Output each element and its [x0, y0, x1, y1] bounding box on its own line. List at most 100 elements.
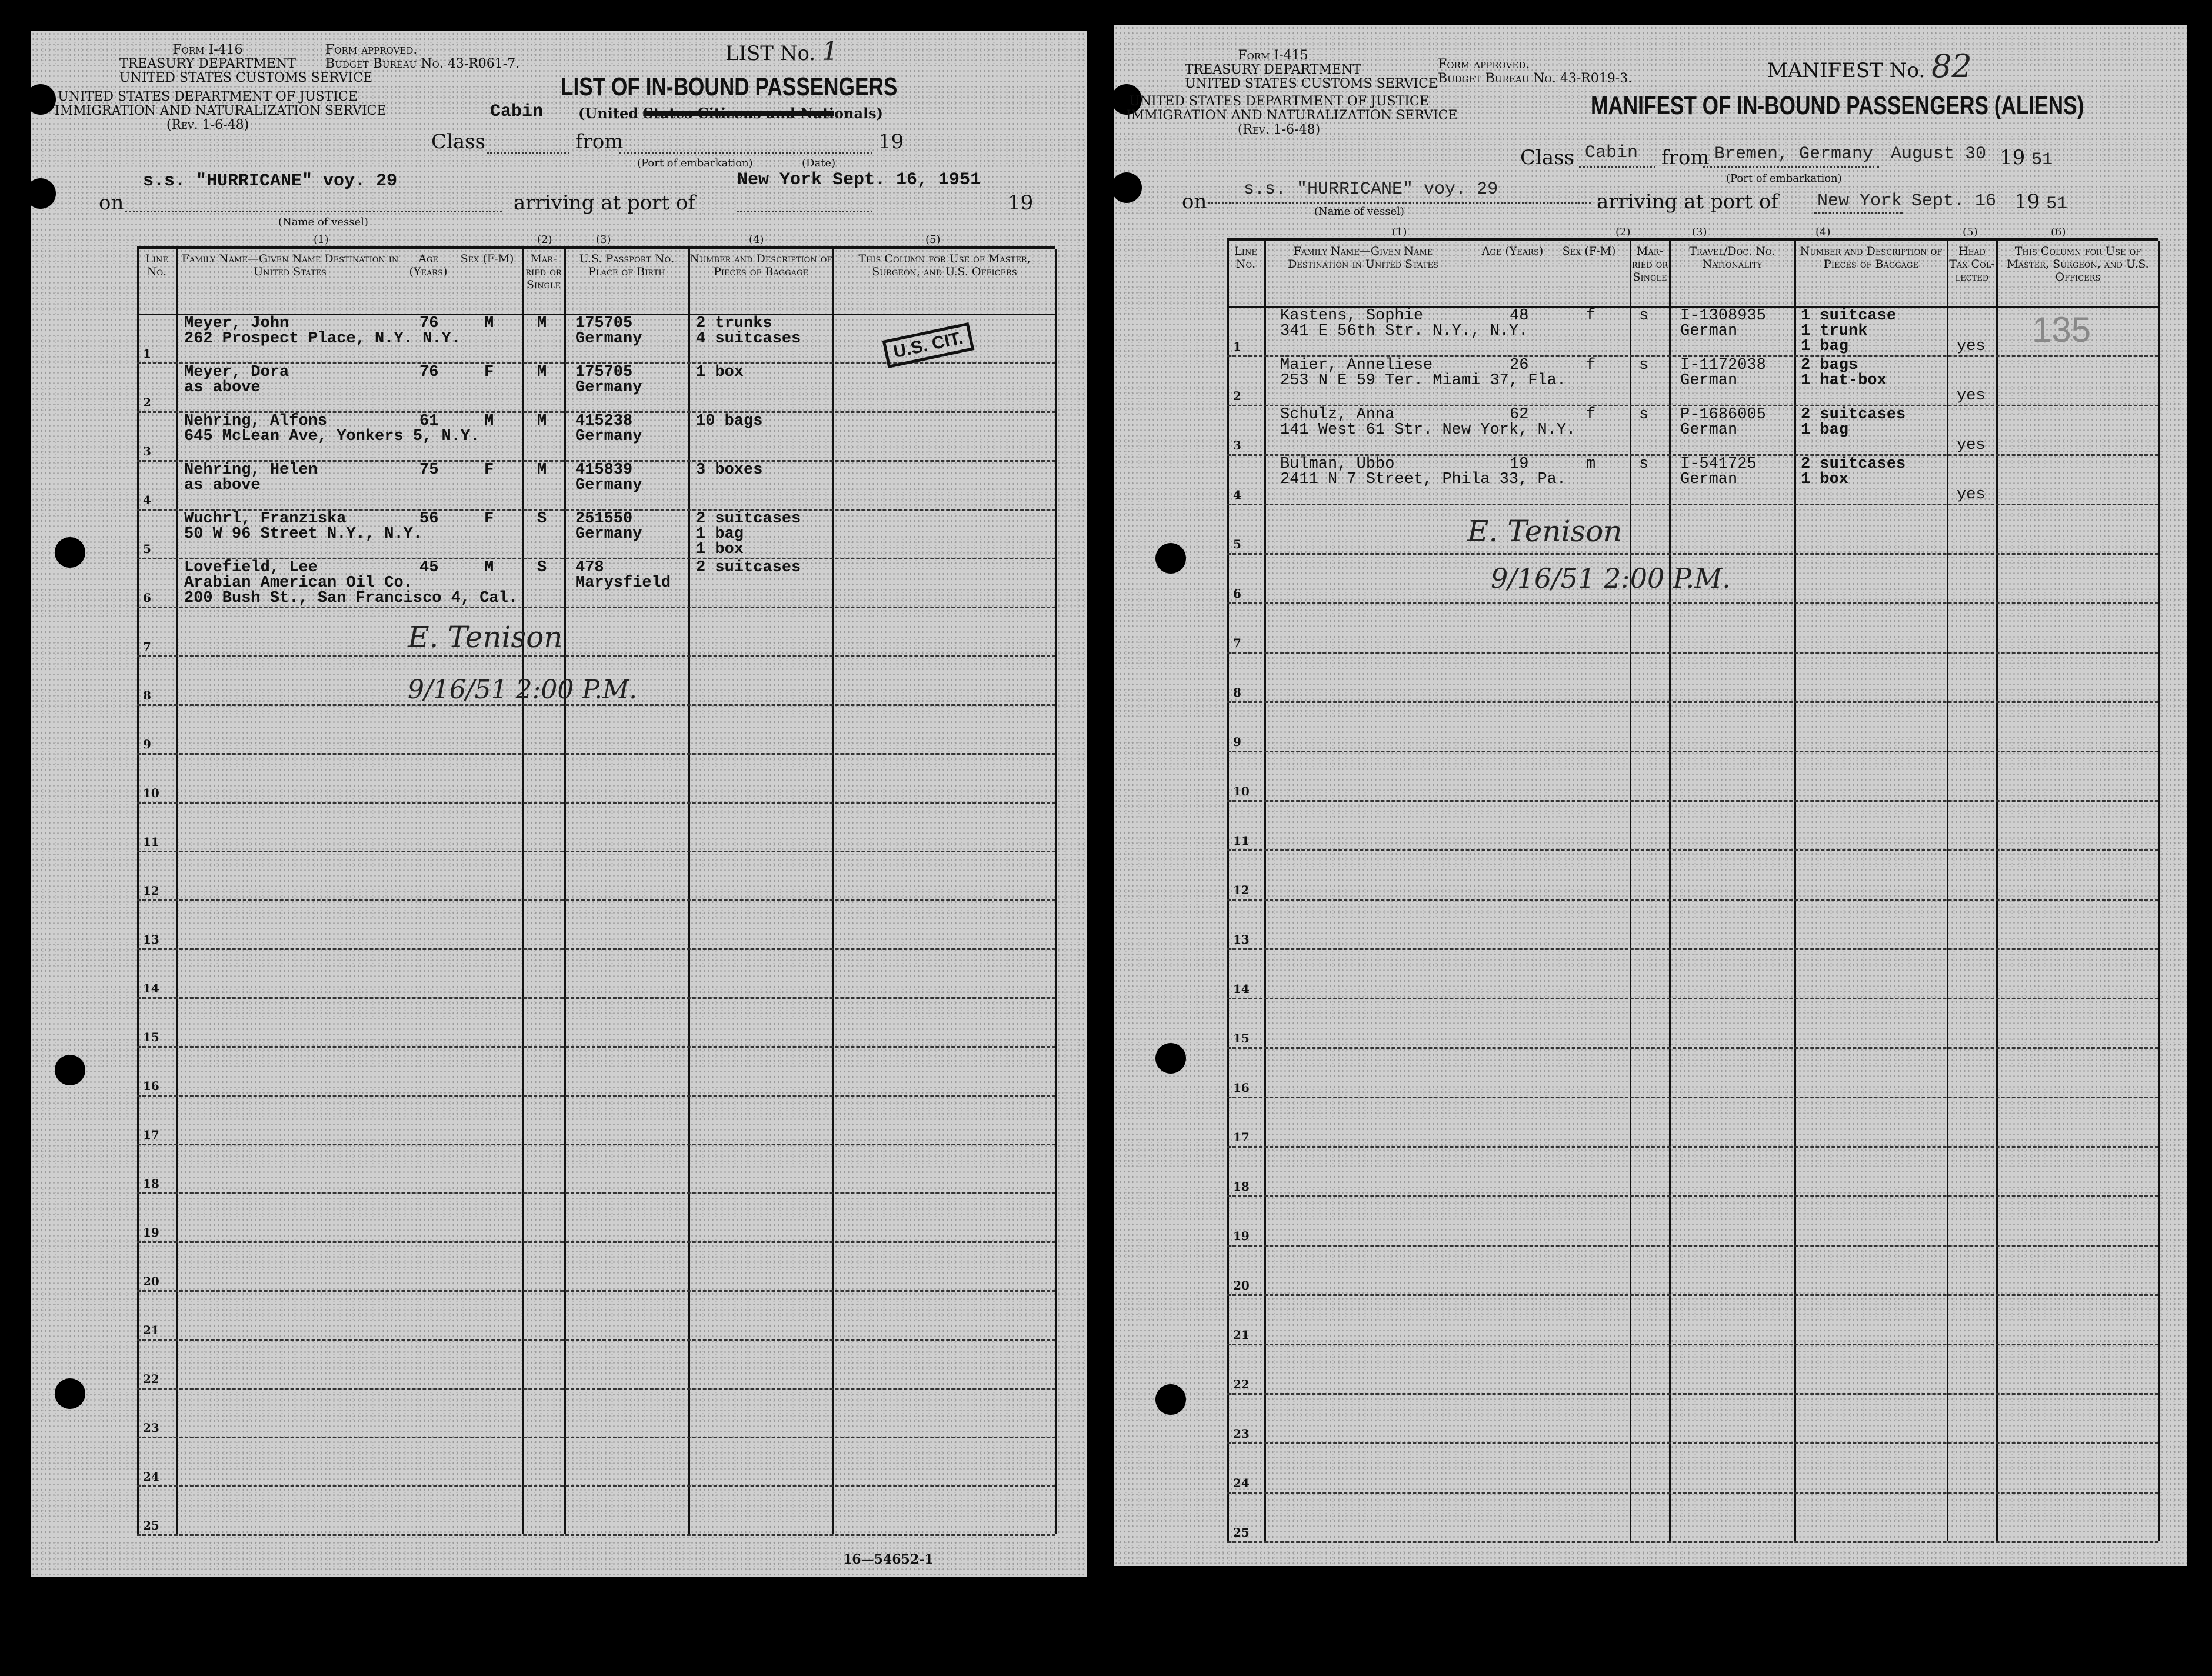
passenger-table: (1) (2) (3) (4) (5) (6) Line No. Family Name—Gi… — [1227, 226, 2160, 1543]
line-number: 15 — [143, 1030, 159, 1044]
table-row: 23 — [1227, 1393, 2158, 1444]
punch-hole — [1155, 543, 1186, 574]
table-row: 14 — [1227, 948, 2158, 999]
column-header-age: Age (Years) — [409, 252, 448, 278]
revision: (Rev. 1-6-48) — [1237, 122, 1321, 137]
table-row: 4 — [137, 460, 1055, 511]
table-row: 19 — [137, 1192, 1055, 1243]
line-number: 3 — [143, 444, 151, 458]
line-number: 1 — [1233, 339, 1241, 354]
passenger-tax: yes — [1957, 338, 1986, 355]
class-label: Class — [1520, 146, 1575, 169]
passenger-age: 75 — [419, 461, 439, 479]
line-number: 5 — [143, 542, 151, 556]
column-number: (4) — [749, 234, 764, 246]
arriving-label: arriving at port of — [1597, 190, 1778, 214]
line-number: 19 — [1233, 1229, 1250, 1243]
table-row: 22 — [137, 1339, 1055, 1390]
column-divider — [2158, 241, 2160, 1541]
table-row: 7 — [1227, 602, 2158, 654]
column-number: (1) — [1392, 226, 1407, 238]
passenger-age: 19 — [1510, 455, 1529, 473]
year-label: 19 — [2000, 146, 2026, 169]
table-row: 6 — [1227, 553, 2158, 604]
table-row: 20 — [137, 1241, 1055, 1292]
passenger-doc: I-1172038 — [1680, 356, 1766, 374]
justice-header-block: UNITED STATES DEPARTMENT OF JUSTICE IMMI… — [1126, 95, 1458, 137]
passenger-age: 45 — [419, 559, 439, 577]
punch-hole — [55, 537, 85, 568]
table-row: 9 — [1227, 701, 2158, 752]
column-number: (3) — [1692, 226, 1707, 238]
line-number: 13 — [1233, 932, 1250, 947]
class-field-line — [1579, 166, 1655, 168]
line-number: 19 — [143, 1225, 159, 1239]
approval-text: Form approved. — [1438, 57, 1530, 72]
table-row: 5 — [1227, 504, 2158, 555]
passenger-dest: as above — [184, 477, 261, 494]
vessel-caption: (Name of vessel) — [278, 216, 368, 228]
column-header-baggage: Number and Description of Pieces of Bagg… — [1800, 245, 1943, 271]
form-header-block: Form I-416 TREASURY DEPARTMENT UNITED ST… — [119, 43, 372, 85]
inspection-timestamp: 9/16/51 2:00 P.M. — [1491, 562, 1731, 594]
passenger-name: Meyer, Dora — [184, 364, 289, 381]
form-approval: Form approved. Budget Bureau No. 43-R061… — [325, 43, 519, 71]
passenger-dest: 262 Prospect Place, N.Y. N.Y. — [184, 330, 461, 348]
form-header-block: Form I-415 TREASURY DEPARTMENT UNITED ST… — [1185, 49, 1438, 91]
year-label: 19 — [1008, 191, 1034, 215]
line-number: 6 — [1233, 587, 1241, 601]
passenger-baggage: 3 boxes — [696, 461, 763, 479]
line-number: 11 — [143, 835, 159, 849]
passenger-doc: P-1686005 — [1680, 406, 1766, 424]
passenger-dest: 141 West 61 Str. New York, N.Y. — [1280, 421, 1576, 439]
punch-hole — [25, 178, 56, 209]
line-number: 2 — [1233, 389, 1241, 403]
passenger-baggage: 1 box — [696, 364, 744, 381]
line-number: 7 — [143, 639, 151, 654]
line-number: 7 — [1233, 636, 1241, 650]
department-name: TREASURY DEPARTMENT — [1185, 62, 1361, 77]
passenger-dest: 645 McLean Ave, Yonkers 5, N.Y. — [184, 428, 480, 445]
list-number: LIST No. 1 — [725, 34, 838, 71]
passenger-ms: M — [537, 461, 547, 479]
on-label: on — [1182, 190, 1207, 214]
passenger-age: 76 — [419, 315, 439, 332]
passenger-age: 76 — [419, 364, 439, 381]
punch-hole — [25, 84, 56, 115]
passenger-tax: yes — [1957, 387, 1986, 405]
passenger-tax: yes — [1957, 486, 1986, 504]
column-divider — [522, 249, 524, 1534]
passenger-baggage: 2 trunks 4 suitcases — [696, 315, 801, 348]
departure-date: August 30 — [1891, 144, 1987, 164]
table-row: 21 — [1227, 1294, 2158, 1345]
service-name: UNITED STATES CUSTOMS SERVICE — [1185, 76, 1438, 91]
column-divider — [1669, 241, 1671, 1541]
column-divider — [564, 249, 566, 1534]
column-header-passport: U.S. Passport No. Place of Birth — [579, 252, 675, 278]
line-number: 1 — [143, 346, 151, 361]
line-number: 25 — [143, 1518, 159, 1532]
justice-header-block: UNITED STATES DEPARTMENT OF JUSTICE IMMI… — [55, 90, 387, 132]
punch-hole — [1111, 172, 1142, 203]
passenger-sex: M — [484, 412, 494, 430]
passenger-ms: M — [537, 364, 547, 381]
inbound-passenger-list-sheet: Form I-416 TREASURY DEPARTMENT UNITED ST… — [25, 31, 1087, 1577]
table-row: 19 — [1227, 1195, 2158, 1247]
manifest-number-label: MANIFEST No. — [1767, 59, 1925, 82]
line-number: 8 — [143, 688, 151, 702]
year-value: 51 — [2046, 194, 2068, 214]
line-number: 25 — [1233, 1525, 1250, 1540]
passenger-dest: Arabian American Oil Co. 200 Bush St., S… — [184, 574, 518, 607]
line-number: 17 — [1233, 1130, 1250, 1144]
line-number: 9 — [1233, 735, 1241, 749]
port-caption: (Port of embarkation) — [637, 157, 753, 169]
arrival-year: 19 51 — [2014, 190, 2067, 214]
service-name: IMMIGRATION AND NATURALIZATION SERVICE — [1126, 108, 1458, 123]
from-label: from — [575, 130, 624, 154]
header-divider — [1227, 306, 2158, 308]
table-row: 25 — [1227, 1492, 2158, 1543]
line-number: 12 — [143, 884, 159, 898]
year-label: 19 — [878, 130, 904, 154]
passenger-sex: m — [1586, 455, 1596, 473]
passenger-ms: s — [1639, 356, 1649, 374]
